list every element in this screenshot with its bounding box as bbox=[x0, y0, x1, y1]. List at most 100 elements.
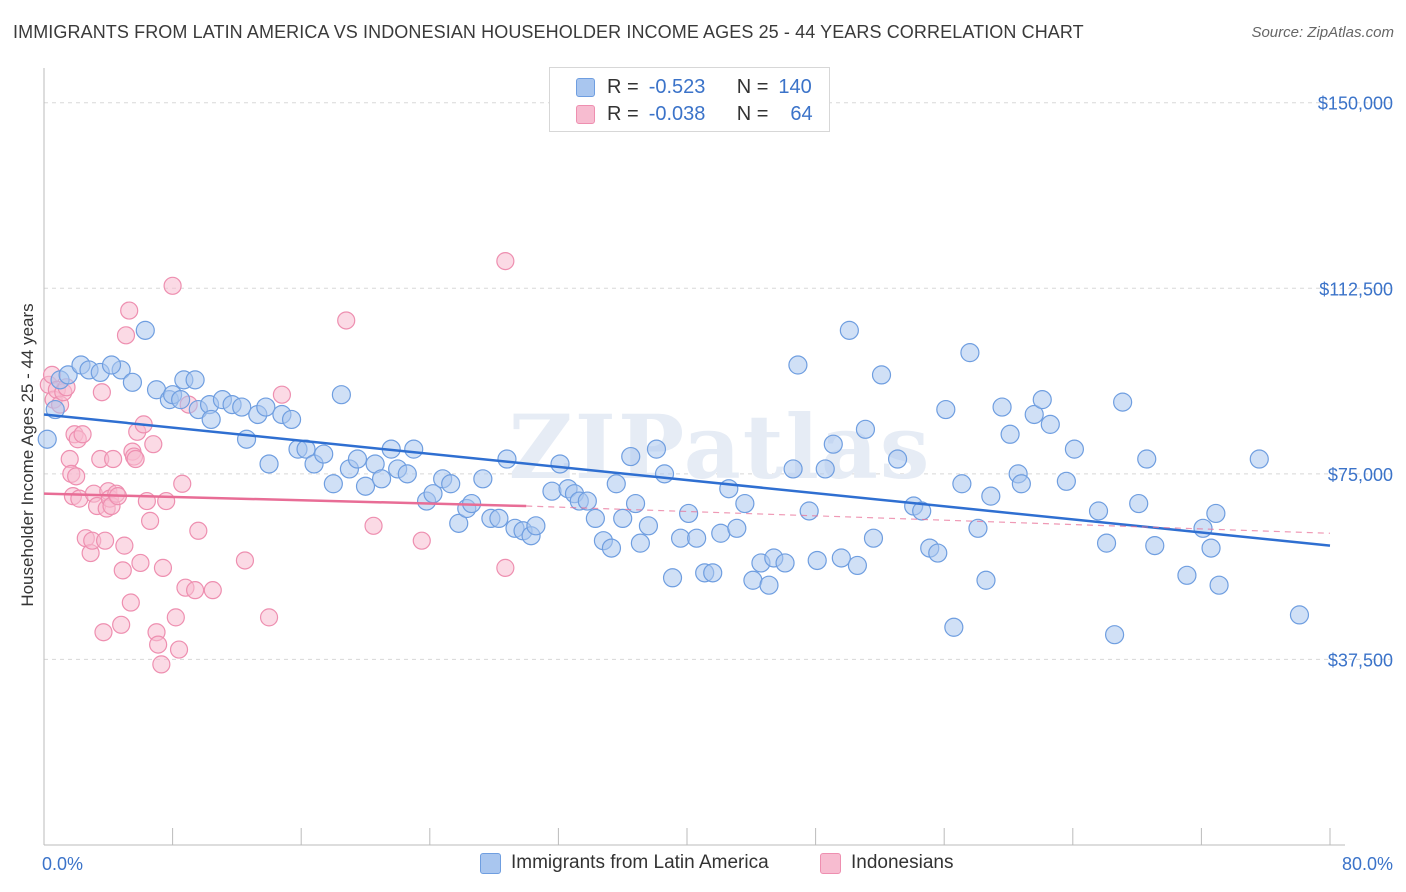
latin-america-point bbox=[1137, 449, 1157, 469]
latin-america-point bbox=[185, 370, 205, 390]
source-label: Source: ZipAtlas.com bbox=[1251, 24, 1394, 41]
latin-america-point bbox=[638, 516, 659, 536]
indonesians-point bbox=[412, 531, 431, 550]
latin-america-point bbox=[952, 474, 972, 494]
latin-america-point bbox=[976, 570, 996, 590]
latin-america-point bbox=[1113, 392, 1133, 412]
latin-america-point bbox=[1104, 625, 1125, 645]
indonesians-point bbox=[163, 276, 182, 295]
indonesians-point bbox=[140, 511, 160, 530]
latin-america-point bbox=[542, 481, 562, 501]
latin-america-point bbox=[601, 538, 622, 558]
latin-america-point bbox=[831, 548, 851, 568]
indonesians-trend-line bbox=[43, 492, 527, 508]
latin-america-point bbox=[347, 449, 368, 469]
latin-america-point bbox=[839, 320, 859, 340]
indonesians-point bbox=[104, 449, 123, 469]
indonesians-point bbox=[153, 558, 173, 577]
legend-label-indonesians: Indonesians bbox=[851, 852, 954, 873]
indonesians-point bbox=[121, 593, 140, 612]
latin-america-point bbox=[711, 523, 731, 543]
y-tick-label: $112,500 bbox=[1319, 279, 1393, 299]
latin-america-point bbox=[847, 555, 867, 576]
indonesians-point bbox=[120, 301, 139, 320]
indonesians-point bbox=[259, 608, 279, 627]
latin-america-point bbox=[397, 464, 417, 484]
latin-america-point bbox=[526, 516, 546, 536]
watermark: ZIPatlas bbox=[509, 395, 932, 499]
indonesians-point bbox=[73, 425, 92, 444]
latin-america-point bbox=[135, 320, 155, 340]
legend-item-indonesians: Indonesians bbox=[820, 852, 953, 874]
indonesians-point bbox=[173, 474, 192, 493]
indonesians-point bbox=[152, 655, 171, 674]
indonesians-point bbox=[235, 551, 255, 570]
latin-america-point bbox=[404, 439, 424, 459]
latin-america-point bbox=[1056, 471, 1076, 491]
latin-america-point bbox=[981, 486, 1001, 506]
latin-america-point bbox=[630, 533, 650, 553]
indonesians-point bbox=[166, 608, 185, 627]
legend-item-latin-america: Immigrants from Latin America bbox=[480, 852, 769, 874]
latin-america-point bbox=[788, 355, 808, 375]
latin-america-point bbox=[823, 434, 843, 454]
latin-america-point bbox=[960, 343, 980, 363]
latin-america-point bbox=[743, 570, 763, 590]
latin-america-point bbox=[232, 397, 252, 417]
latin-america-point bbox=[687, 528, 707, 548]
latin-america-point bbox=[314, 444, 334, 464]
n-label: N = bbox=[736, 75, 769, 98]
latin-america-point bbox=[473, 469, 493, 489]
x-tick-labels: 0.0% 80.0% bbox=[42, 854, 1393, 874]
indonesians-point bbox=[203, 581, 222, 600]
indonesians-point bbox=[189, 521, 208, 540]
r-label: R = bbox=[607, 102, 639, 125]
latin-america-point bbox=[281, 409, 302, 430]
latin-america-point bbox=[621, 446, 641, 467]
latin-america-point bbox=[171, 390, 191, 410]
latin-america-point bbox=[1206, 503, 1226, 524]
latin-america-point bbox=[654, 464, 675, 484]
latin-america-point bbox=[1289, 605, 1310, 625]
latin-america-point bbox=[1024, 404, 1044, 425]
latin-america-point bbox=[670, 528, 691, 548]
latin-america-point bbox=[585, 508, 605, 529]
latin-america-point bbox=[550, 454, 570, 474]
latin-america-point bbox=[727, 518, 747, 538]
legend-row-indonesians: R = -0.038 N = 64 bbox=[550, 101, 813, 127]
latin-america-point bbox=[807, 550, 827, 571]
latin-america-point bbox=[799, 501, 819, 521]
latin-america-point bbox=[37, 429, 57, 449]
latin-america-points bbox=[37, 320, 1310, 645]
legend-row-latin-america: R = -0.523 N = 140 bbox=[550, 74, 812, 100]
latin-america-point bbox=[703, 563, 723, 583]
indonesians-point bbox=[95, 531, 115, 550]
indonesians-point bbox=[126, 449, 145, 469]
indonesians-point bbox=[113, 561, 132, 580]
latin-america-point bbox=[1177, 565, 1197, 585]
indonesians-point bbox=[116, 326, 136, 345]
latin-america-point bbox=[968, 518, 988, 538]
latin-america-point bbox=[101, 355, 122, 375]
latin-america-point bbox=[662, 568, 683, 588]
indonesians-point bbox=[337, 311, 356, 330]
latin-america-point bbox=[625, 493, 646, 514]
latin-america-point bbox=[855, 419, 876, 439]
latin-america-point bbox=[646, 439, 667, 459]
latin-america-point bbox=[1011, 474, 1031, 494]
latin-america-point bbox=[912, 501, 932, 521]
latin-america-point bbox=[577, 491, 597, 511]
latin-america-point bbox=[58, 365, 78, 385]
indonesians-point bbox=[92, 383, 111, 402]
indonesians-point bbox=[272, 385, 292, 404]
r-value: -0.523 bbox=[648, 75, 706, 98]
indonesians-point bbox=[364, 516, 383, 535]
latin-america-point bbox=[1209, 575, 1229, 595]
indonesians-point bbox=[131, 553, 150, 573]
latin-america-point bbox=[783, 459, 803, 479]
latin-america-point bbox=[936, 399, 956, 420]
series-legend: Immigrants from Latin America Indonesian… bbox=[0, 852, 1406, 878]
n-value: 140 bbox=[778, 75, 812, 98]
latin-america-point bbox=[1088, 501, 1109, 521]
legend-label-latin-america: Immigrants from Latin America bbox=[511, 852, 769, 873]
